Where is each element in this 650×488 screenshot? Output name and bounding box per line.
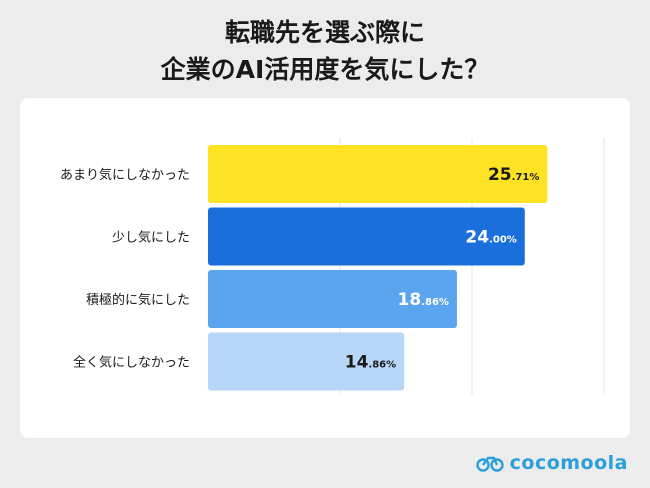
bar-3 [208,332,405,391]
chart-title: 転職先を選ぶ際に 企業のAI活用度を気にした？ [0,14,650,88]
category-label-1: 少し気にした [112,230,190,246]
brand-name: cocomoola [509,452,628,474]
bar-1 [208,207,525,266]
value-label-0: 25.71% [488,165,539,185]
brand-logo: cocomoola [475,452,628,474]
title-line-1: 転職先を選ぶ際に [224,18,425,47]
category-label-3: 全く気にしなかった [73,355,190,371]
category-label-2: 積極的に気にした [86,292,190,308]
bar-0 [208,145,548,203]
category-label-0: あまり気にしなかった [60,167,190,183]
bicycle-icon [475,456,504,472]
value-label-3: 14.86% [345,353,396,373]
bar-2 [208,270,457,328]
value-label-1: 24.00% [465,228,516,248]
title-line-2: 企業のAI活用度を気にした？ [160,55,490,84]
value-label-2: 18.86% [398,290,449,310]
